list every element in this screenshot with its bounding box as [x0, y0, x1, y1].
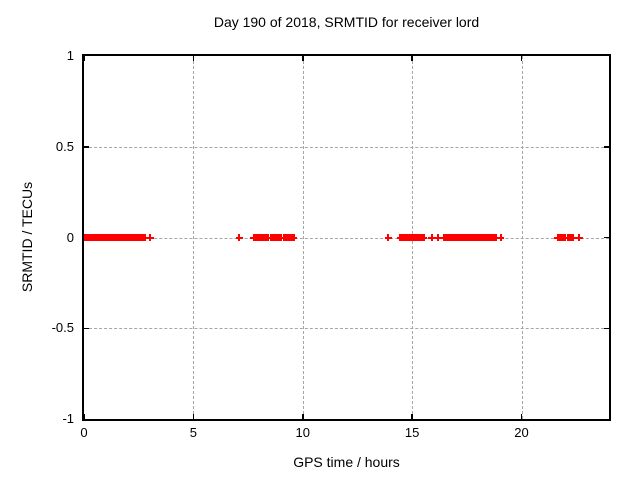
- data-point-marker: [384, 234, 392, 241]
- plot-border: [82, 54, 611, 421]
- data-point-marker: [290, 234, 298, 241]
- x-tick-mark: [192, 56, 195, 61]
- x-tick-mark: [84, 56, 85, 61]
- x-tick-mark: [192, 414, 195, 419]
- data-point-marker: [569, 234, 577, 241]
- data-point-marker: [575, 234, 583, 241]
- data-point-marker: [492, 234, 500, 241]
- x-tick-mark: [302, 414, 304, 419]
- horizontal-gridline: [84, 328, 609, 330]
- x-tick-label: 15: [404, 425, 420, 440]
- y-tick-label: 0.5: [55, 138, 74, 154]
- y-tick-mark: [84, 146, 89, 148]
- horizontal-gridline: [84, 237, 609, 239]
- x-axis-label: GPS time / hours: [293, 454, 400, 470]
- x-tick-label: 10: [295, 425, 310, 440]
- horizontal-gridline: [84, 146, 609, 148]
- data-point-marker: [428, 234, 436, 241]
- x-tick-label: 20: [514, 425, 529, 440]
- data-point-marker: [141, 234, 149, 241]
- x-tick-mark: [84, 414, 85, 419]
- x-tick-mark: [520, 56, 523, 61]
- x-tick-mark: [411, 56, 413, 61]
- x-tick-label: 5: [189, 425, 197, 440]
- y-tick-label: 1: [66, 48, 74, 63]
- data-point-marker: [420, 234, 427, 241]
- data-point-marker: [434, 234, 442, 241]
- x-tick-mark: [520, 414, 523, 419]
- y-tick-label: -0.5: [51, 320, 74, 336]
- y-tick-label: 0: [66, 229, 74, 245]
- x-tick-label: 0: [80, 425, 88, 440]
- chart-title: Day 190 of 2018, SRMTID for receiver lor…: [213, 14, 480, 30]
- x-tick-mark: [302, 56, 304, 61]
- plot-area: [84, 56, 609, 419]
- data-point-marker: [235, 234, 243, 241]
- data-point-marker: [146, 234, 154, 241]
- y-tick-label: -1: [62, 411, 74, 426]
- x-tick-mark: [411, 414, 413, 419]
- y-tick-mark: [604, 146, 609, 148]
- y-tick-mark: [604, 327, 609, 329]
- y-tick-mark: [84, 327, 89, 329]
- y-tick-mark: [604, 236, 609, 239]
- data-point-marker: [497, 234, 505, 241]
